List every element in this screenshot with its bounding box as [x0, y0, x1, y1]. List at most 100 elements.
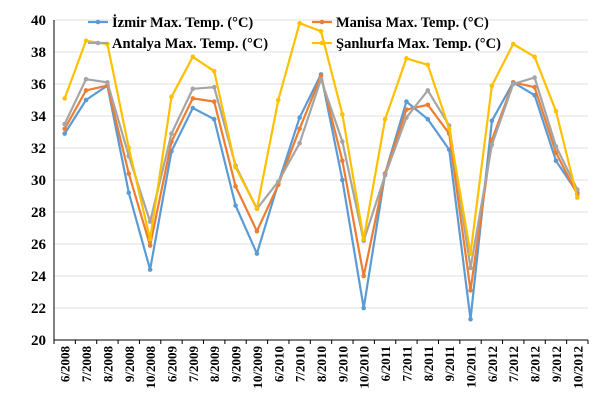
- data-point: [340, 139, 345, 144]
- x-tick-label: 6/2011: [378, 346, 393, 381]
- data-point: [489, 83, 495, 88]
- data-point: [425, 116, 431, 122]
- data-point: [532, 54, 537, 60]
- x-axis-tick-labels: 6/2008 7/2008 8/2008 9/2008 10/2008 6/2009 7/2…: [58, 346, 586, 389]
- data-point: [340, 177, 345, 183]
- x-tick-label: 9/2010: [335, 346, 350, 382]
- data-point: [532, 84, 537, 90]
- data-point: [318, 76, 324, 82]
- series-line: [63, 74, 579, 292]
- x-tick-label: 7/2012: [506, 346, 521, 382]
- data-point: [318, 73, 324, 79]
- legend-label: Şanlıurfa Max. Temp. (°C): [336, 36, 501, 52]
- data-point: [404, 115, 409, 120]
- y-tick-label: 26: [31, 237, 47, 253]
- y-tick-label: 38: [31, 45, 46, 61]
- data-point: [83, 76, 89, 82]
- y-axis-tick-labels: 20 22 24 26 28 30 32 34 36 38 40: [31, 13, 47, 349]
- x-tick-label: 9/2009: [229, 346, 244, 383]
- data-point: [404, 107, 409, 112]
- y-tick-label: 32: [31, 141, 46, 157]
- legend-label: Antalya Max. Temp. (°C): [112, 36, 268, 52]
- legend-marker: [319, 19, 325, 25]
- data-point: [468, 251, 473, 256]
- data-point: [404, 99, 409, 104]
- data-point: [254, 251, 260, 256]
- x-tick-label: 8/2010: [314, 346, 329, 382]
- legend-marker: [319, 40, 325, 46]
- y-tick-label: 22: [31, 301, 46, 317]
- data-point: [532, 75, 537, 80]
- x-tick-label: 7/2010: [293, 346, 308, 382]
- data-point: [425, 62, 431, 68]
- x-tick-label: 6/2010: [271, 346, 286, 382]
- data-point: [297, 140, 302, 146]
- x-tick-label: 10/2009: [250, 346, 265, 389]
- data-point: [147, 219, 153, 224]
- data-point: [361, 236, 367, 242]
- data-point: [62, 121, 67, 127]
- data-point: [147, 236, 153, 242]
- data-point: [105, 80, 110, 85]
- gridlines: [54, 19, 588, 309]
- data-point: [190, 86, 196, 92]
- x-tick-label: 6/2008: [58, 346, 73, 383]
- data-point: [553, 144, 559, 149]
- legend-marker: [95, 19, 101, 25]
- data-point: [211, 68, 217, 74]
- y-tick-label: 24: [31, 269, 47, 285]
- x-tick-label: 9/2012: [549, 346, 564, 382]
- y-tick-label: 30: [31, 173, 46, 189]
- data-point: [190, 54, 196, 60]
- data-point: [297, 115, 302, 120]
- data-point: [340, 112, 345, 117]
- data-point: [83, 38, 89, 44]
- y-tick-label: 34: [31, 109, 47, 125]
- data-point: [126, 145, 132, 151]
- data-point: [446, 126, 452, 132]
- data-point: [553, 150, 559, 156]
- x-tick-label: 8/2009: [207, 346, 222, 383]
- legend-marker: [95, 40, 101, 46]
- data-point: [211, 99, 217, 104]
- data-point: [553, 158, 559, 164]
- data-point: [297, 20, 302, 26]
- y-tick-label: 36: [31, 77, 47, 93]
- x-tick-label: 8/2008: [100, 346, 115, 383]
- data-point: [361, 305, 367, 311]
- data-point: [190, 105, 196, 111]
- series-1: [62, 73, 580, 293]
- x-tick-label: 10/2011: [464, 346, 479, 388]
- legend-label: Manisa Max. Temp. (°C): [336, 15, 489, 31]
- data-point: [62, 126, 67, 132]
- series-2: [62, 75, 580, 271]
- series-3: [62, 20, 580, 256]
- data-point: [190, 96, 196, 101]
- x-tick-label: 8/2012: [528, 346, 543, 382]
- data-point: [233, 203, 238, 208]
- data-point: [126, 190, 132, 196]
- data-point: [275, 97, 281, 103]
- legend-entry: İzmir Max. Temp. (°C): [88, 14, 253, 31]
- data-point: [404, 56, 409, 61]
- data-point: [62, 96, 67, 101]
- data-point: [340, 158, 345, 164]
- data-point: [254, 206, 260, 212]
- x-tick-label: 7/2009: [186, 346, 201, 383]
- legend: İzmir Max. Temp. (°C) Manisa Max. Temp. (…: [88, 14, 501, 52]
- x-tick-label: 9/2011: [442, 346, 457, 381]
- data-point: [83, 88, 89, 93]
- legend-entry: Antalya Max. Temp. (°C): [88, 36, 268, 52]
- data-point: [489, 118, 495, 124]
- x-tick-label: 10/2008: [143, 346, 158, 389]
- series-lines: [62, 20, 580, 322]
- data-point: [553, 108, 559, 114]
- x-tick-label: 8/2011: [421, 346, 436, 381]
- y-tick-label: 20: [31, 333, 46, 349]
- x-tick-label: 6/2009: [164, 346, 179, 383]
- data-point: [489, 142, 495, 148]
- data-point: [318, 28, 324, 34]
- data-point: [468, 265, 473, 271]
- data-point: [147, 243, 153, 248]
